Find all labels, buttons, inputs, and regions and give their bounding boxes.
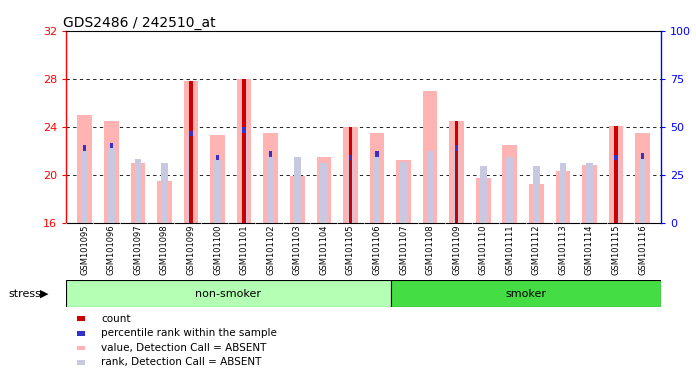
Bar xyxy=(641,153,644,159)
Bar xyxy=(455,121,459,223)
Bar xyxy=(242,127,246,133)
Text: value, Detection Call = ABSENT: value, Detection Call = ABSENT xyxy=(101,343,267,353)
Bar xyxy=(503,145,517,223)
Bar xyxy=(131,163,145,223)
Bar xyxy=(347,161,354,223)
Bar xyxy=(635,133,650,223)
Bar xyxy=(267,157,274,223)
Bar xyxy=(83,145,86,151)
Bar xyxy=(161,163,168,223)
Bar xyxy=(455,145,459,151)
Bar xyxy=(241,133,248,223)
Text: rank, Detection Call = ABSENT: rank, Detection Call = ABSENT xyxy=(101,358,261,367)
Bar xyxy=(108,148,115,223)
Bar xyxy=(157,181,172,223)
Bar xyxy=(188,136,194,223)
Bar xyxy=(560,163,567,223)
Bar xyxy=(374,157,380,223)
Bar xyxy=(480,166,487,223)
Bar xyxy=(640,159,646,223)
Bar xyxy=(317,157,331,223)
Bar xyxy=(400,162,407,223)
Bar xyxy=(476,178,491,223)
Bar xyxy=(189,81,193,223)
Bar xyxy=(349,127,352,223)
Bar xyxy=(263,133,278,223)
Bar xyxy=(586,163,593,223)
Bar xyxy=(375,151,379,157)
Bar xyxy=(134,159,141,223)
Bar xyxy=(320,163,327,223)
Text: smoker: smoker xyxy=(505,289,546,299)
Bar xyxy=(396,161,411,223)
Bar xyxy=(109,142,113,148)
Bar xyxy=(615,126,618,223)
Bar xyxy=(214,161,221,223)
Text: non-smoker: non-smoker xyxy=(196,289,262,299)
Bar xyxy=(81,151,88,223)
Bar xyxy=(612,161,619,223)
Bar xyxy=(427,151,434,223)
Bar xyxy=(529,184,544,223)
Bar xyxy=(370,133,384,223)
Bar xyxy=(294,157,301,223)
Bar xyxy=(422,91,437,223)
Bar xyxy=(242,79,246,223)
Bar xyxy=(189,131,193,136)
Bar xyxy=(66,280,390,307)
Bar xyxy=(582,165,596,223)
Bar xyxy=(104,121,118,223)
Bar xyxy=(507,157,513,223)
Bar xyxy=(290,176,305,223)
Bar xyxy=(216,155,219,161)
Text: stress: stress xyxy=(8,289,41,299)
Bar xyxy=(615,155,618,161)
Bar xyxy=(533,166,539,223)
Bar xyxy=(237,79,251,223)
Bar xyxy=(343,127,358,223)
Bar xyxy=(210,135,225,223)
Text: GDS2486 / 242510_at: GDS2486 / 242510_at xyxy=(63,16,216,30)
Bar xyxy=(349,155,352,161)
Bar xyxy=(269,151,272,157)
Bar xyxy=(390,280,661,307)
Text: ▶: ▶ xyxy=(40,289,48,299)
Text: percentile rank within the sample: percentile rank within the sample xyxy=(101,328,277,338)
Bar xyxy=(450,121,464,223)
Bar xyxy=(609,126,624,223)
Text: count: count xyxy=(101,314,130,324)
Bar xyxy=(77,115,92,223)
Bar xyxy=(453,151,460,223)
Bar xyxy=(184,81,198,223)
Bar xyxy=(555,171,570,223)
